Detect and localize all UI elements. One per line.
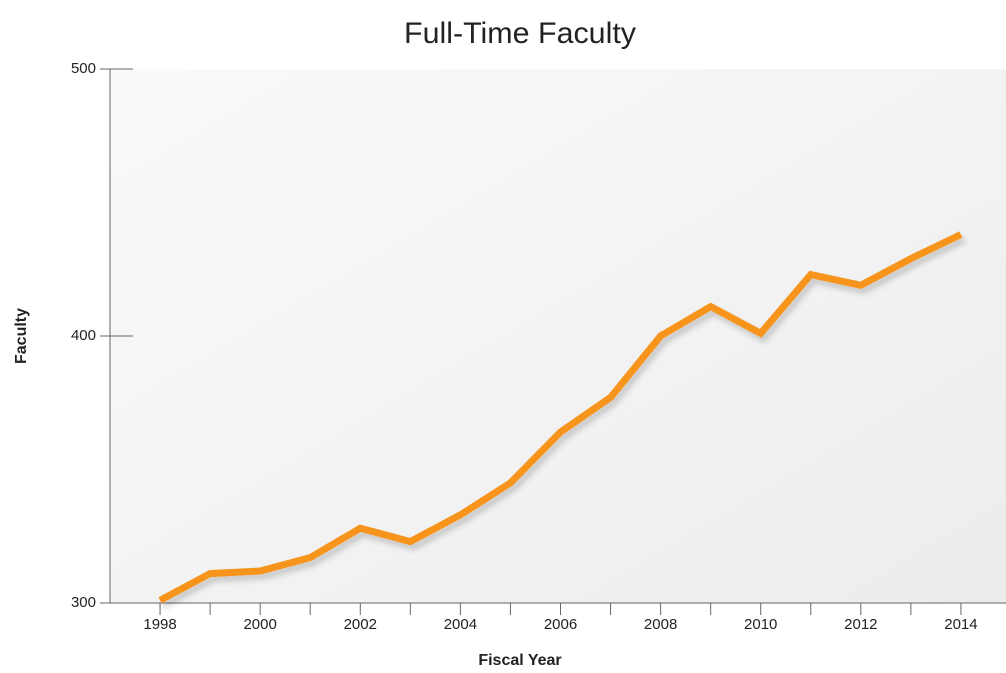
x-tick-label: 2012 xyxy=(844,616,877,633)
x-tick-label: 1998 xyxy=(143,616,176,633)
chart-title: Full-Time Faculty xyxy=(404,17,636,50)
x-tick-label: 2014 xyxy=(944,616,977,633)
x-tick-label: 2002 xyxy=(344,616,377,633)
x-tick-label: 2008 xyxy=(644,616,677,633)
x-tick-label: 2004 xyxy=(444,616,477,633)
plot-background xyxy=(110,69,1006,603)
x-axis-label: Fiscal Year xyxy=(478,652,561,669)
x-tick-label: 2010 xyxy=(744,616,777,633)
x-tick-label: 2000 xyxy=(243,616,276,633)
x-tick-label: 2006 xyxy=(544,616,577,633)
y-tick-label: 400 xyxy=(71,327,96,344)
y-axis-label: Faculty xyxy=(13,308,30,364)
data-line xyxy=(158,231,963,604)
y-tick-label: 500 xyxy=(71,60,96,77)
y-tick-label: 300 xyxy=(71,594,96,611)
